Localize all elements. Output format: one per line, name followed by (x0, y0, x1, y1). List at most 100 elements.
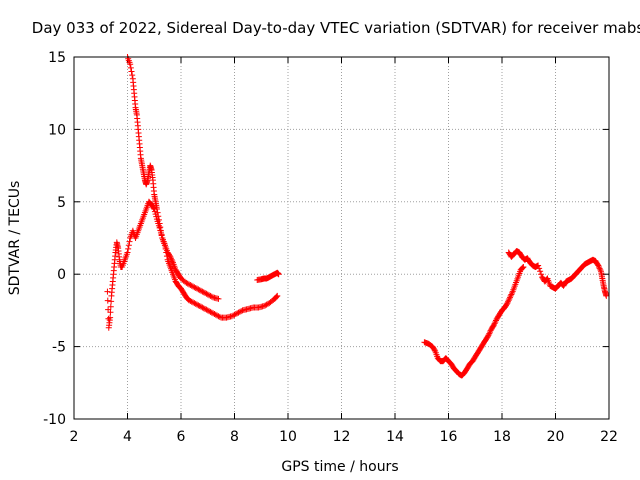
series-afternoon-segment (421, 263, 527, 379)
data-point (150, 204, 157, 211)
data-point (191, 284, 198, 291)
data-point (595, 263, 602, 270)
data-point (108, 298, 115, 305)
data-point (538, 271, 545, 278)
data-point (124, 249, 131, 256)
data-point (536, 265, 543, 272)
data-point (262, 302, 269, 309)
data-point (128, 68, 135, 75)
data-point (198, 287, 205, 294)
data-point (190, 299, 197, 306)
data-point (212, 311, 219, 318)
x-tick-label: 18 (493, 429, 511, 445)
data-point (158, 232, 165, 239)
axis-ticks: 2 4 6 8 10 12 14 16 18 20 22 -10 -5 0 5 10 15 (43, 50, 618, 445)
data-point (210, 310, 217, 317)
data-point (163, 253, 170, 260)
data-point (595, 262, 602, 269)
data-point (195, 286, 202, 293)
data-point (215, 295, 222, 302)
data-point (206, 308, 213, 315)
data-point (594, 261, 601, 268)
data-point (207, 308, 214, 315)
data-point (157, 229, 164, 236)
data-point (200, 289, 207, 296)
data-point (490, 321, 497, 328)
data-point (484, 333, 491, 340)
data-point (192, 300, 199, 307)
data-point (196, 303, 203, 310)
data-point (188, 298, 195, 305)
data-point (211, 311, 218, 318)
data-point (234, 310, 241, 317)
series-short-segment (254, 269, 282, 283)
data-point (519, 265, 526, 272)
data-point (503, 301, 510, 308)
data-point (519, 264, 526, 271)
plot-frame (73, 56, 610, 420)
data-point (167, 253, 174, 260)
data-point (238, 308, 245, 315)
data-point (208, 293, 215, 300)
data-point (207, 292, 214, 299)
y-tick-label: 5 (57, 195, 66, 211)
data-point (191, 300, 198, 307)
data-point (125, 245, 132, 252)
data-point (204, 307, 211, 314)
data-point (162, 245, 169, 252)
data-point (486, 330, 493, 337)
data-point (127, 64, 134, 71)
data-point (228, 313, 235, 320)
data-point (232, 311, 239, 318)
x-tick-label: 6 (177, 429, 186, 445)
y-tick-label: 15 (48, 50, 66, 66)
data-point (204, 291, 211, 298)
data-point (203, 306, 210, 313)
data-point (505, 297, 512, 304)
data-point (198, 303, 205, 310)
data-point (235, 309, 242, 316)
data-point (199, 304, 206, 311)
data-point (273, 293, 280, 300)
data-point (275, 271, 282, 278)
data-point (492, 318, 499, 325)
x-tick-label: 14 (386, 429, 404, 445)
data-point (508, 291, 515, 298)
data-point (216, 313, 223, 320)
data-point (507, 294, 514, 301)
data-point (129, 72, 136, 79)
data-point (596, 265, 603, 272)
data-point (187, 297, 194, 304)
data-point (192, 284, 199, 291)
x-tick-label: 4 (123, 429, 132, 445)
y-tick-label: 0 (57, 267, 66, 283)
data-point (202, 305, 209, 312)
data-point (152, 211, 159, 218)
data-point (506, 295, 513, 302)
data-point (183, 279, 190, 286)
data-point (194, 301, 201, 308)
data-point (537, 268, 544, 275)
data-point (107, 309, 114, 316)
series-lower-branch-early (104, 198, 281, 331)
data-point (203, 290, 210, 297)
data-point (486, 329, 493, 336)
y-tick-label: -5 (52, 340, 66, 356)
data-point (151, 206, 158, 213)
x-tick-label: 20 (547, 429, 565, 445)
data-point (186, 281, 193, 288)
y-tick-label: -10 (43, 412, 66, 428)
data-point (505, 298, 512, 305)
data-point (107, 303, 114, 310)
data-point (490, 322, 497, 329)
data-point (163, 249, 170, 256)
data-point (167, 255, 174, 262)
x-tick-label: 16 (440, 429, 458, 445)
data-point (535, 262, 542, 269)
y-axis-label: SDTVAR / TECUs (7, 181, 23, 296)
y-tick-label: 10 (48, 122, 66, 138)
data-point (492, 317, 499, 324)
data-point (230, 312, 237, 319)
